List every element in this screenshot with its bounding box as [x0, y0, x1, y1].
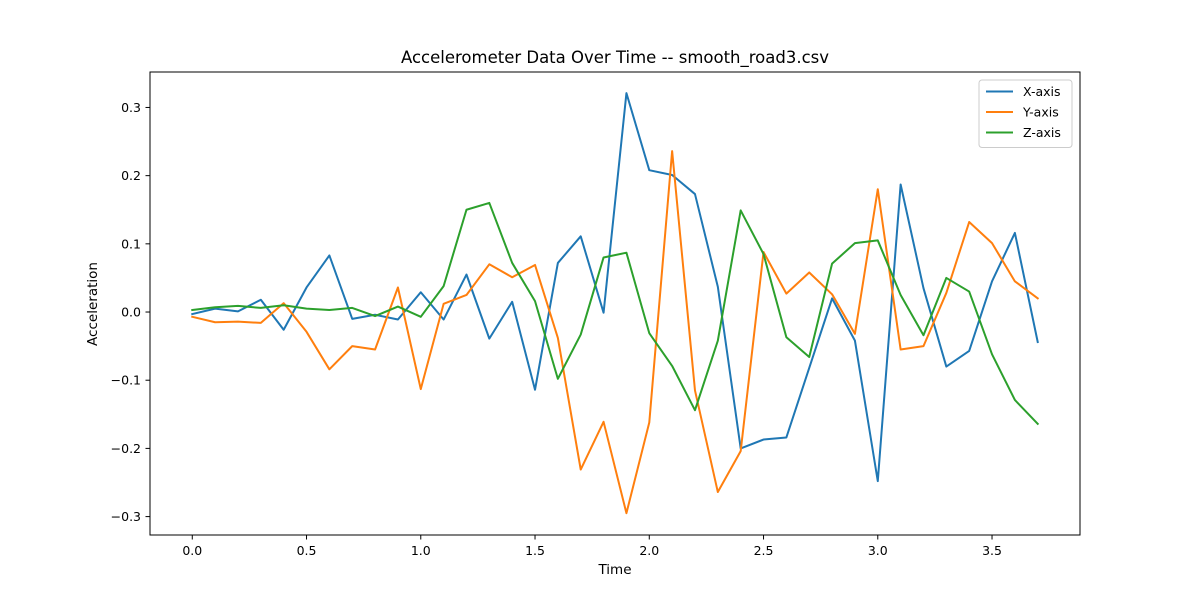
- series-line-x-axis: [191, 92, 1039, 483]
- y-tick-label: 0.2: [121, 168, 141, 183]
- x-tick-label: 2.5: [754, 543, 774, 558]
- y-tick-label: 0.1: [121, 236, 141, 251]
- x-tick-label: 1.5: [525, 543, 545, 558]
- x-tick-label: 0.0: [182, 543, 202, 558]
- y-tick-label: −0.1: [111, 373, 141, 388]
- x-tick-label: 3.5: [982, 543, 1002, 558]
- y-tick-label: −0.2: [111, 441, 141, 456]
- y-axis-ticks: −0.3 −0.2 −0.1 0.0 0.1 0.2 0.3: [111, 100, 150, 524]
- x-axis-ticks: 0.0 0.5 1.0 1.5 2.0 2.5 3.0 3.5: [182, 535, 1002, 558]
- series-line-z-axis: [191, 201, 1040, 426]
- x-tick-label: 2.0: [639, 543, 659, 558]
- x-tick-label: 1.0: [411, 543, 431, 558]
- legend-label-z-axis: Z-axis: [1023, 125, 1061, 140]
- y-tick-label: −0.3: [111, 509, 141, 524]
- plot-frame: [149, 71, 1081, 536]
- x-axis-label: Time: [597, 562, 631, 578]
- y-tick-label: 0.3: [121, 100, 141, 115]
- x-tick-label: 3.0: [868, 543, 888, 558]
- legend-box: [978, 79, 1073, 148]
- series-layer: [191, 92, 1040, 515]
- legend: X-axis Y-axis Z-axis: [978, 79, 1073, 148]
- y-tick-label: 0.0: [121, 305, 141, 320]
- chart-title: Accelerometer Data Over Time -- smooth_r…: [401, 48, 829, 68]
- legend-label-x-axis: X-axis: [1023, 84, 1061, 99]
- y-axis-label: Acceleration: [85, 262, 101, 346]
- legend-label-y-axis: Y-axis: [1022, 105, 1059, 120]
- plot-area: [150, 72, 1080, 535]
- series-line-y-axis: [191, 150, 1040, 515]
- x-tick-label: 0.5: [297, 543, 317, 558]
